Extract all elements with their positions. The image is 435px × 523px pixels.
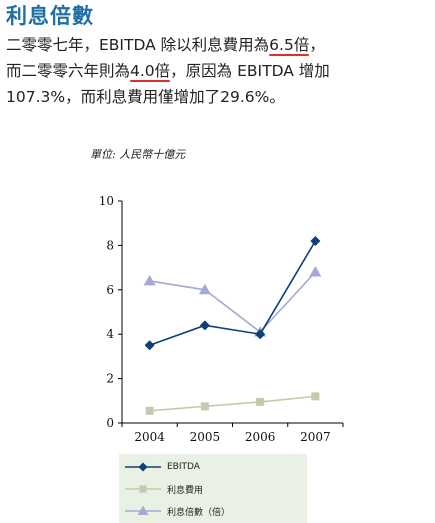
paragraph-text: ，: [309, 36, 325, 54]
y-tick-label: 4: [106, 327, 114, 341]
paragraph-text: ，原因為 EBITDA 增加: [170, 62, 330, 80]
legend-item: 利息費用: [125, 482, 203, 496]
paragraph-text: 二零零七年，EBITDA 除以利息費用為: [6, 36, 270, 54]
data-point: [255, 329, 266, 340]
highlighted-value: 4.0倍: [130, 62, 171, 80]
section-heading: 利息倍數: [6, 4, 94, 28]
series-line: [149, 395, 316, 412]
legend-marker: [137, 505, 149, 516]
line-chart: 0 2 4 6 8 10 2004 2005 2006 2007: [99, 194, 344, 444]
paragraph-line-1: 二零零七年，EBITDA 除以利息費用為6.5倍，: [6, 32, 434, 58]
x-tick-label: 2006: [245, 430, 276, 444]
legend-marker: [139, 485, 147, 493]
legend-item: EBITDA: [125, 460, 200, 474]
y-tick-label: 0: [106, 416, 114, 430]
legend-marker: [138, 462, 148, 472]
data-point: [145, 406, 154, 415]
legend-swatch: [125, 462, 161, 472]
y-tick-label: 6: [106, 283, 114, 297]
data-point: [311, 392, 320, 401]
x-tick-label: 2004: [134, 430, 165, 444]
y-tick-label: 2: [106, 372, 114, 386]
legend-item: 利息倍數（倍）: [125, 504, 230, 518]
data-point: [200, 402, 209, 411]
paragraph-text: 而二零零六年則為: [6, 62, 131, 80]
data-point: [198, 283, 211, 295]
data-point: [310, 235, 321, 246]
paragraph-line-3: 107.3%，而利息費用僅增加了29.6%。: [6, 88, 285, 106]
legend-swatch: [125, 485, 161, 493]
summary-paragraph: 二零零七年，EBITDA 除以利息費用為6.5倍， 而二零零六年則為4.0倍，原…: [6, 32, 434, 110]
data-point: [256, 397, 265, 406]
series-line: [149, 240, 317, 347]
data-point: [143, 274, 156, 286]
legend-label: 利息倍數（倍）: [167, 507, 231, 518]
data-point: [309, 266, 322, 277]
y-tick-label: 8: [106, 238, 114, 252]
chart-unit-label: 單位: 人民幣十億元: [90, 148, 186, 161]
y-tick-label: 10: [99, 194, 114, 208]
data-point: [144, 340, 155, 351]
data-point: [199, 320, 210, 331]
x-tick-label: 2007: [300, 430, 331, 444]
series-line: [149, 271, 316, 334]
legend-label: EBITDA: [167, 462, 200, 472]
paragraph-line-2: 而二零零六年則為4.0倍，原因為 EBITDA 增加: [6, 58, 434, 84]
highlighted-value: 6.5倍: [269, 36, 310, 54]
chart-legend: EBITDA 利息費用利息倍數（倍）: [119, 454, 307, 523]
legend-swatch: [125, 505, 161, 516]
x-tick-label: 2005: [190, 430, 221, 444]
legend-label: 利息費用: [167, 485, 204, 496]
